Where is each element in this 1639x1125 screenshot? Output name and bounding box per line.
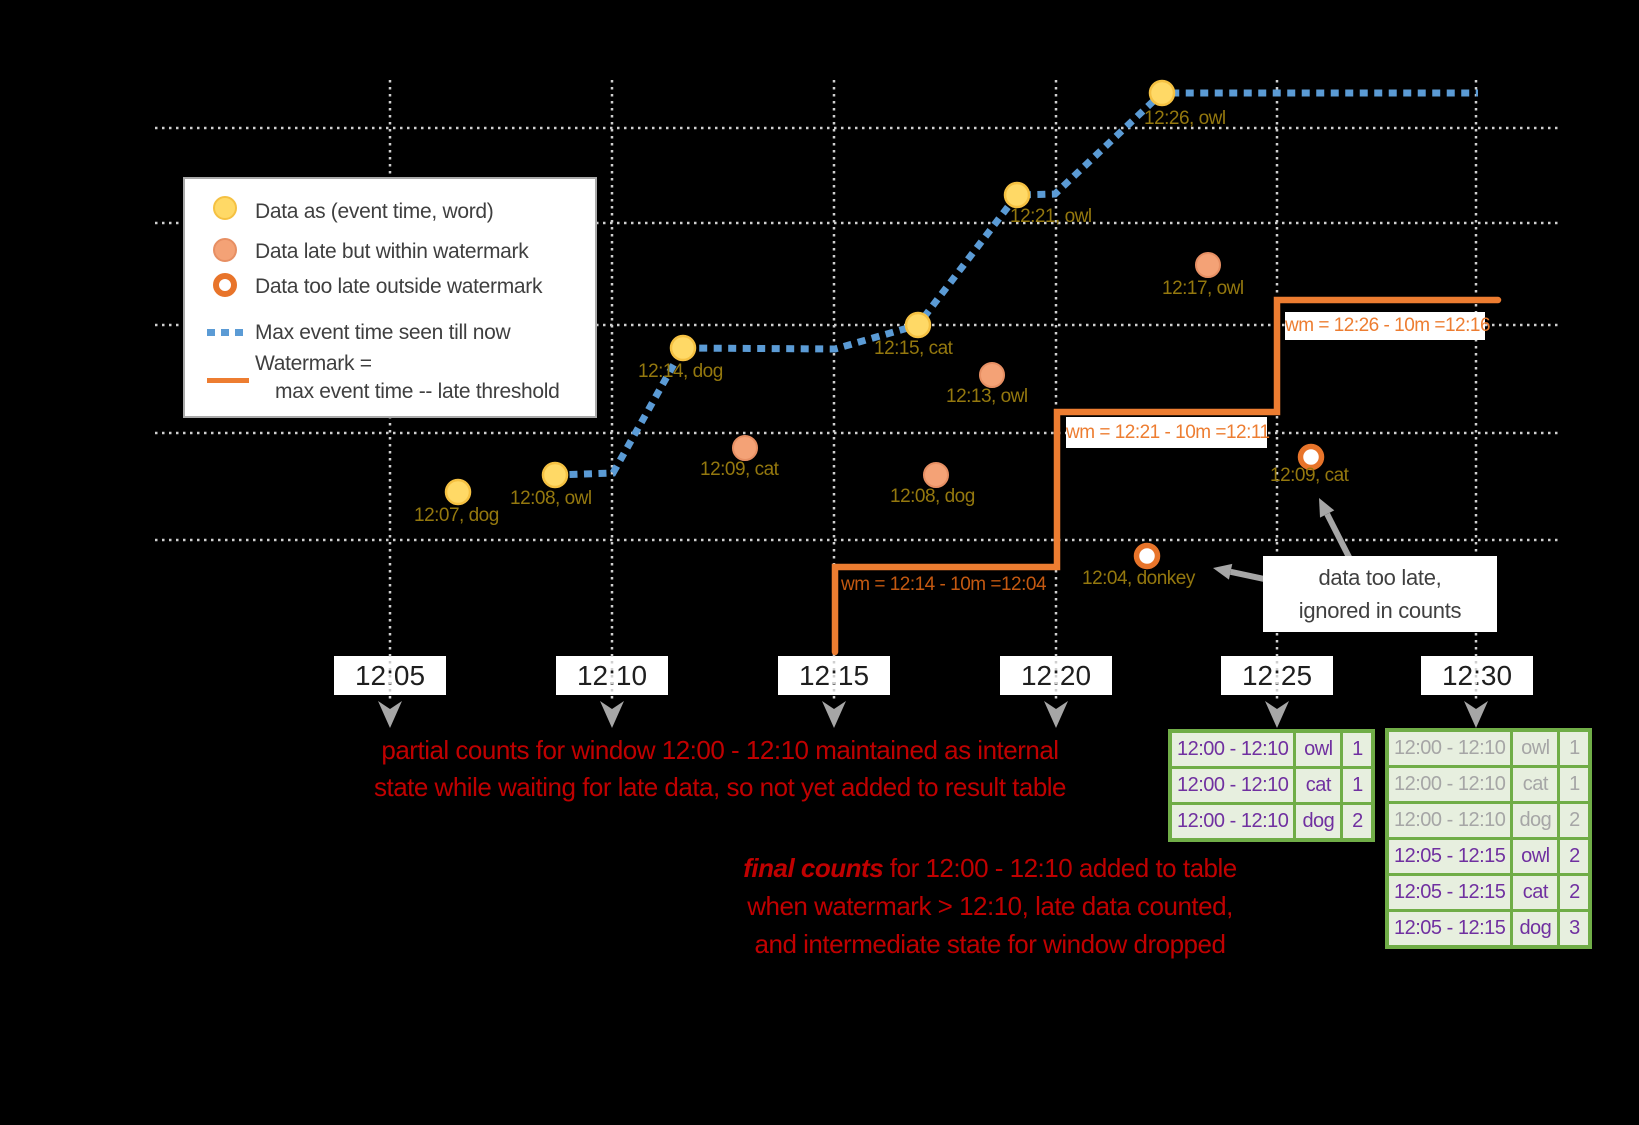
time-axis-arrowhead: [378, 701, 402, 728]
watermark-line: [831, 296, 1502, 656]
time-axis-arrowhead: [1265, 701, 1289, 728]
too-late-data-point: [1133, 542, 1161, 570]
callout-arrowhead: [1213, 563, 1233, 580]
event-data-point: [541, 461, 569, 489]
late-data-point: [732, 435, 758, 461]
event-data-point: [904, 311, 932, 339]
time-axis-arrowhead: [600, 701, 624, 728]
time-axis-arrowhead: [1464, 701, 1488, 728]
too-late-data-point: [1297, 443, 1325, 471]
late-data-point: [923, 462, 949, 488]
callout-arrow: [1324, 512, 1355, 565]
callout-arrowhead: [1319, 498, 1335, 518]
late-data-point: [1195, 252, 1221, 278]
max-event-time-line: [554, 89, 1478, 479]
event-data-point: [669, 334, 697, 362]
event-data-point: [444, 478, 472, 506]
event-data-point: [1003, 181, 1031, 209]
callout-arrow: [1229, 568, 1303, 590]
time-axis-label: 12:20: [1000, 656, 1112, 695]
time-axis-label: 12:10: [556, 656, 668, 695]
time-axis-arrowhead: [822, 701, 846, 728]
time-axis-arrowhead: [1044, 701, 1068, 728]
event-data-point: [1148, 79, 1176, 107]
late-data-point: [979, 362, 1005, 388]
